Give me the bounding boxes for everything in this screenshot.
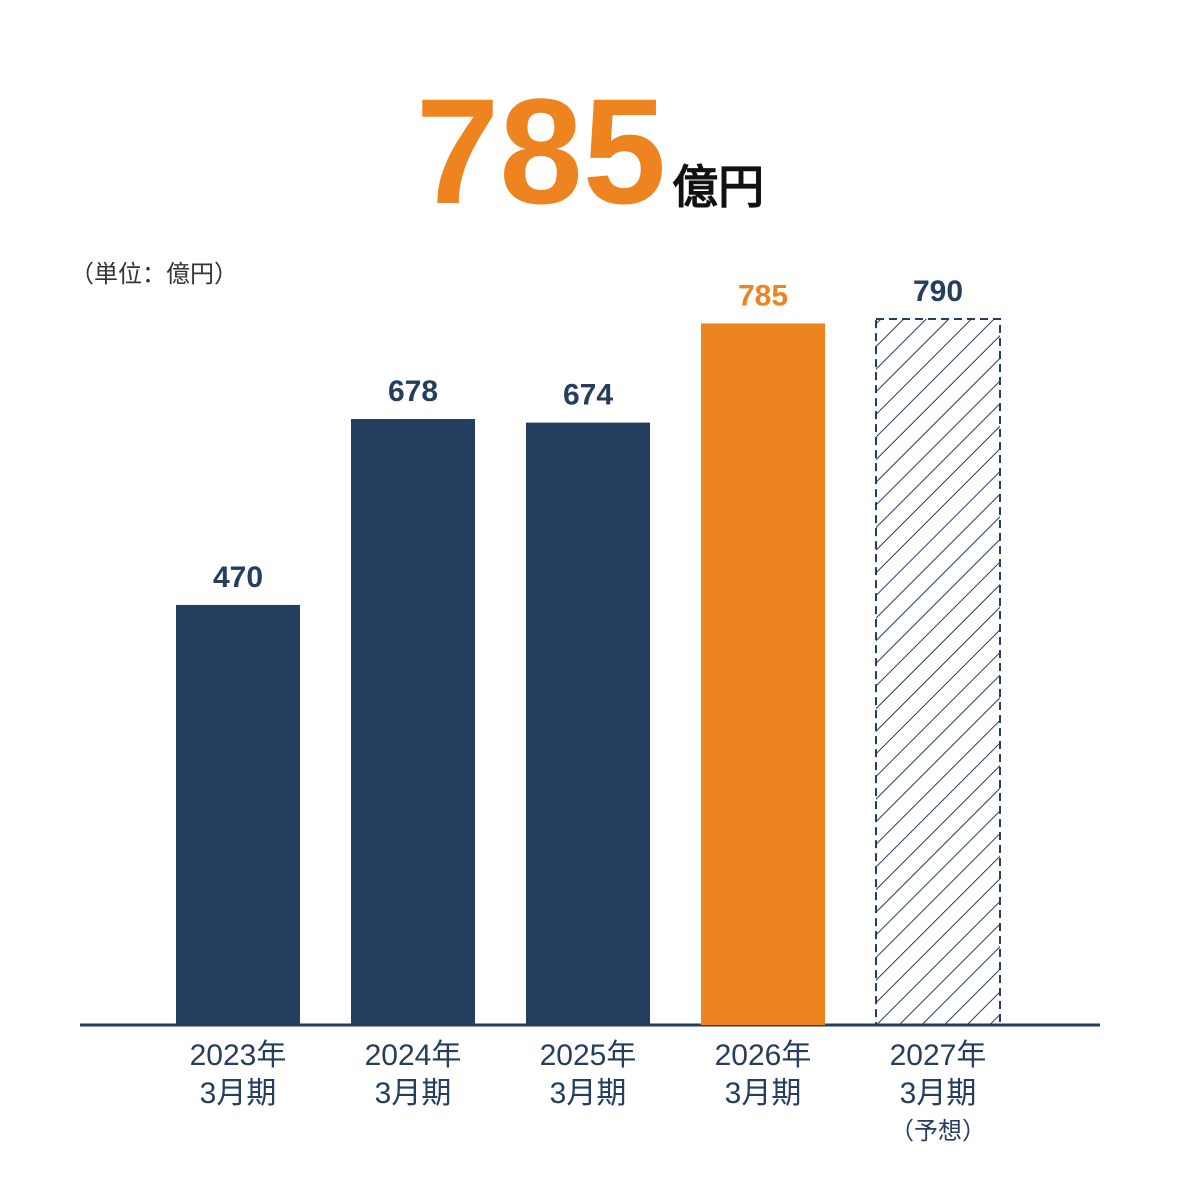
x-tick-label: （予想）: [890, 1118, 986, 1145]
x-tick-label: 2025年: [540, 1039, 637, 1072]
x-tick-label: 2026年: [715, 1039, 812, 1072]
bar: [701, 323, 825, 1025]
x-tick-label: 2027年: [890, 1039, 987, 1072]
x-tick-label: 2024年: [365, 1039, 462, 1072]
x-tick-label: 2023年: [190, 1039, 287, 1072]
bar: [526, 422, 650, 1025]
bar: [176, 604, 300, 1025]
unit-label: （単位：億円）: [70, 261, 238, 288]
headline-unit: 億円: [672, 161, 764, 213]
x-tick-label: 3月期: [725, 1077, 802, 1110]
value-label: 785: [738, 279, 788, 312]
x-tick-label: 3月期: [375, 1077, 452, 1110]
x-tick-label: 3月期: [550, 1077, 627, 1110]
bar: [875, 317, 1001, 1026]
value-label: 470: [213, 561, 263, 594]
headline-value: 785: [416, 67, 666, 235]
bar: [351, 419, 475, 1026]
value-label: 678: [388, 375, 438, 408]
value-label: 674: [563, 379, 613, 412]
value-label: 790: [913, 275, 963, 308]
x-tick-label: 3月期: [200, 1077, 277, 1110]
headline: 785 億円: [416, 67, 764, 235]
x-tick-label: 3月期: [900, 1077, 977, 1110]
